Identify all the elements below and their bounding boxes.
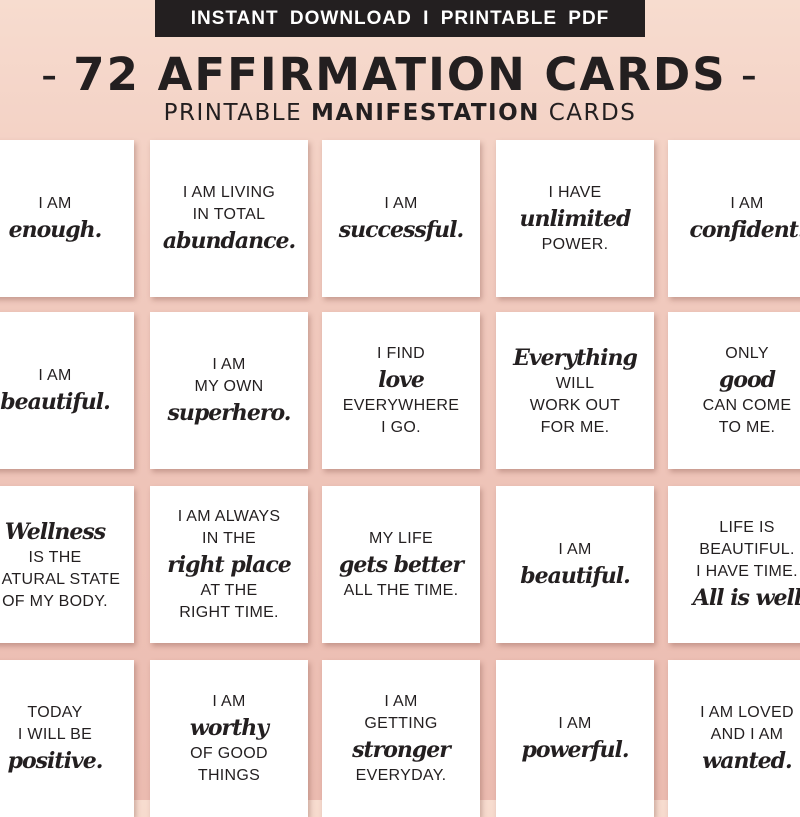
card-text: I WILL BE (17, 725, 93, 743)
card-text: OF MY BODY. (2, 592, 108, 610)
subtitle: PRINTABLE MANIFESTATION CARDS (0, 100, 800, 126)
card-text: POWER. (541, 235, 609, 253)
card-script-text: unlimited (519, 205, 632, 232)
card-script-text: abundance. (162, 227, 296, 254)
card-text: I AM (558, 714, 592, 732)
card-script-text: gets better (339, 551, 464, 578)
card-script-text: Wellness (4, 518, 106, 545)
card-text: I AM LOVED (700, 703, 794, 721)
card-script-text: worthy (189, 714, 269, 741)
card-text: AT THE (200, 581, 258, 599)
card-script-text: powerful. (521, 736, 629, 763)
card-text: IS THE (28, 548, 82, 566)
affirmation-card: I AM LIVING IN TOTAL abundance. (150, 140, 308, 297)
card-text: NATURAL STATE (0, 570, 121, 588)
card-text: I AM (730, 194, 764, 212)
title-dash-right: - (740, 48, 759, 101)
card-text: I AM ALWAYS (177, 507, 281, 525)
card-text: I FIND (376, 344, 426, 362)
card-script-text: wanted. (702, 747, 792, 774)
affirmation-card: I AM confident. (668, 140, 800, 297)
affirmation-card: I AM beautiful. (0, 312, 134, 469)
card-script-text: love (378, 366, 425, 393)
affirmation-card: I AM beautiful. (496, 486, 654, 643)
card-text: I AM (384, 194, 418, 212)
card-text: WILL (555, 374, 595, 392)
affirmation-card: I AM ALWAYS IN THE right place AT THE RIGHT … (150, 486, 308, 643)
card-script-text: Everything (513, 344, 638, 371)
card-script-text: beautiful. (0, 388, 111, 415)
page-title: - 72 AFFIRMATION CARDS - (0, 48, 800, 101)
instant-download-banner: INSTANT DOWNLOAD I PRINTABLE PDF (155, 0, 645, 37)
card-script-text: good (718, 366, 776, 393)
card-text: I AM (212, 692, 246, 710)
affirmation-card: I AM worthy OF GOOD THINGS (150, 660, 308, 817)
card-text: MY OWN (194, 377, 264, 395)
card-text: IN TOTAL (192, 205, 266, 223)
card-text: FOR ME. (540, 418, 610, 436)
card-text: I GO. (381, 418, 421, 436)
card-text: ALL THE TIME. (343, 581, 459, 599)
title-dash-left: - (41, 48, 60, 101)
card-text: ONLY (725, 344, 769, 362)
card-text: EVERYDAY. (355, 766, 447, 784)
card-text: I AM LIVING (182, 183, 276, 201)
card-text: I AM (558, 540, 592, 558)
card-text: AND I AM (710, 725, 784, 743)
affirmation-card: I AM MY OWN superhero. (150, 312, 308, 469)
card-text: EVERYWHERE (342, 396, 460, 414)
card-text: RIGHT TIME. (179, 603, 279, 621)
card-text: BEAUTIFUL. (699, 540, 795, 558)
affirmation-card: I AM GETTING stronger EVERYDAY. (322, 660, 480, 817)
affirmation-card: I HAVE unlimited POWER. (496, 140, 654, 297)
card-script-text: stronger (352, 736, 451, 763)
card-text: THINGS (197, 766, 261, 784)
card-script-text: right place (167, 551, 292, 578)
card-text: CAN COME (702, 396, 792, 414)
affirmation-card: LIFE IS BEAUTIFUL. I HAVE TIME. All is well (668, 486, 800, 643)
affirmation-card: Wellness IS THE NATURAL STATE OF MY BODY. (0, 486, 134, 643)
card-text: TODAY (27, 703, 83, 721)
card-text: IN THE (202, 529, 256, 547)
card-script-text: confident. (689, 216, 800, 243)
subtitle-post: CARDS (539, 100, 637, 126)
card-script-text: successful. (338, 216, 464, 243)
title-text: 72 AFFIRMATION CARDS (73, 48, 727, 101)
card-script-text: positive. (7, 747, 104, 774)
card-text: I AM (212, 355, 246, 373)
affirmation-card: I AM LOVED AND I AM wanted. (668, 660, 800, 817)
card-text: LIFE IS (719, 518, 775, 536)
affirmation-card: TODAY I WILL BE positive. (0, 660, 134, 817)
card-text: TO ME. (718, 418, 776, 436)
affirmation-card: I FIND love EVERYWHERE I GO. (322, 312, 480, 469)
card-text: MY LIFE (368, 529, 434, 547)
card-script-text: All is well (692, 584, 800, 611)
card-text: I HAVE TIME. (696, 562, 798, 580)
card-text: I HAVE (548, 183, 602, 201)
subtitle-bold: MANIFESTATION (310, 100, 540, 126)
affirmation-card: I AM enough. (0, 140, 134, 297)
card-script-text: enough. (8, 216, 103, 243)
card-script-text: superhero. (167, 399, 292, 426)
affirmation-card: ONLY good CAN COME TO ME. (668, 312, 800, 469)
card-text: I AM (384, 692, 418, 710)
card-script-text: beautiful. (520, 562, 631, 589)
card-text: GETTING (364, 714, 438, 732)
card-text: WORK OUT (529, 396, 621, 414)
affirmation-card: I AM powerful. (496, 660, 654, 817)
card-text: OF GOOD (190, 744, 268, 762)
affirmation-card: I AM successful. (322, 140, 480, 297)
affirmation-card: MY LIFE gets better ALL THE TIME. (322, 486, 480, 643)
card-text: I AM (38, 194, 72, 212)
card-text: I AM (38, 366, 72, 384)
affirmation-card: Everything WILL WORK OUT FOR ME. (496, 312, 654, 469)
subtitle-pre: PRINTABLE (163, 100, 311, 126)
